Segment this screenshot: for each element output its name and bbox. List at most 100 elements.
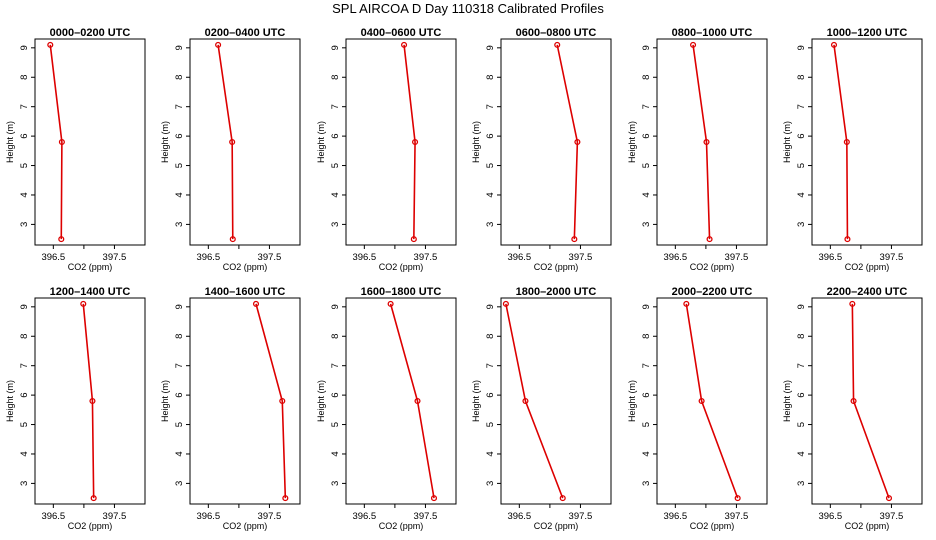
panel-title: 0400–0600 UTC xyxy=(361,27,442,39)
y-tick-label: 5 xyxy=(485,163,496,168)
y-tick-label: 8 xyxy=(796,75,807,80)
data-point xyxy=(58,138,65,146)
y-tick-label: 4 xyxy=(485,451,496,456)
data-point xyxy=(279,397,286,405)
x-tick-label: 396.5 xyxy=(196,252,220,263)
x-tick-label: 396.5 xyxy=(818,252,842,263)
x-axis-label: CO2 (ppm) xyxy=(68,521,113,531)
data-point xyxy=(414,397,421,405)
y-tick-label: 6 xyxy=(330,392,341,397)
y-tick-label: 5 xyxy=(174,163,185,168)
data-point xyxy=(89,397,96,405)
x-axis-label: CO2 (ppm) xyxy=(379,521,424,531)
data-point xyxy=(229,236,236,243)
data-point xyxy=(58,236,65,243)
y-tick-label: 7 xyxy=(174,104,185,109)
y-tick-label: 4 xyxy=(796,451,807,456)
y-tick-label: 6 xyxy=(174,392,185,397)
y-tick-label: 7 xyxy=(641,104,652,109)
profile-line xyxy=(255,303,287,499)
y-tick-label: 9 xyxy=(641,304,652,309)
y-tick-label: 3 xyxy=(796,222,807,227)
y-tick-label: 3 xyxy=(796,481,807,486)
x-tick-label: 397.5 xyxy=(414,252,438,263)
data-point xyxy=(849,300,856,307)
x-tick-label: 396.5 xyxy=(41,511,65,522)
data-point xyxy=(734,495,741,502)
profile-line xyxy=(692,44,711,240)
panel-title: 0600–0800 UTC xyxy=(516,27,597,39)
x-tick-label: 396.5 xyxy=(352,252,376,263)
y-tick-label: 6 xyxy=(485,392,496,397)
data-point xyxy=(430,495,438,502)
data-point xyxy=(706,236,713,243)
panel-title: 2000–2200 UTC xyxy=(672,286,753,298)
x-tick-label: 397.5 xyxy=(880,252,904,263)
y-tick-label: 6 xyxy=(485,133,496,138)
panel-title: 0000–0200 UTC xyxy=(50,27,131,39)
y-tick-label: 3 xyxy=(641,222,652,227)
x-axis-label: CO2 (ppm) xyxy=(68,262,113,272)
panel-title: 1200–1400 UTC xyxy=(50,286,131,298)
plot-frame xyxy=(189,38,301,246)
y-tick-label: 4 xyxy=(174,451,185,456)
x-tick-label: 397.5 xyxy=(103,252,127,263)
x-axis-label: CO2 (ppm) xyxy=(534,521,579,531)
y-tick-label: 5 xyxy=(19,163,30,168)
profile-line xyxy=(82,303,95,499)
y-tick-label: 8 xyxy=(19,334,30,339)
x-tick-label: 396.5 xyxy=(663,511,687,522)
y-axis-label: Height (m) xyxy=(160,380,170,422)
y-tick-label: 4 xyxy=(174,192,185,197)
y-tick-label: 4 xyxy=(19,451,30,456)
y-axis-label: Height (m) xyxy=(316,380,326,422)
y-tick-label: 7 xyxy=(485,363,496,368)
panel-title: 1400–1600 UTC xyxy=(205,286,286,298)
profile-line xyxy=(49,44,63,240)
y-tick-label: 8 xyxy=(330,75,341,80)
y-tick-label: 9 xyxy=(485,304,496,309)
x-tick-label: 396.5 xyxy=(507,252,531,263)
y-axis-label: Height (m) xyxy=(316,121,326,163)
y-tick-label: 3 xyxy=(174,481,185,486)
y-tick-label: 4 xyxy=(796,192,807,197)
x-axis-label: CO2 (ppm) xyxy=(534,262,579,272)
y-axis-label: Height (m) xyxy=(471,380,481,422)
x-tick-label: 397.5 xyxy=(258,252,282,263)
plot-frame xyxy=(189,297,301,505)
y-tick-label: 5 xyxy=(174,422,185,427)
y-tick-label: 5 xyxy=(330,163,341,168)
plot-frame xyxy=(34,297,146,505)
y-tick-label: 7 xyxy=(485,104,496,109)
x-tick-label: 397.5 xyxy=(103,511,127,522)
y-axis-label: Height (m) xyxy=(5,121,15,163)
data-point xyxy=(412,138,419,146)
y-tick-label: 7 xyxy=(330,104,341,109)
profile-line xyxy=(389,303,435,499)
profile-line xyxy=(833,44,849,240)
data-point xyxy=(47,41,54,48)
plot-frame xyxy=(656,297,768,505)
x-tick-label: 397.5 xyxy=(569,511,593,522)
data-point xyxy=(401,41,408,48)
data-point xyxy=(698,397,705,405)
data-point xyxy=(387,300,394,307)
plot-frame xyxy=(34,38,146,246)
y-tick-label: 3 xyxy=(330,481,341,486)
y-tick-label: 9 xyxy=(796,45,807,50)
y-tick-label: 3 xyxy=(19,481,30,486)
panel-title: 1600–1800 UTC xyxy=(361,286,442,298)
x-tick-label: 396.5 xyxy=(352,511,376,522)
data-point xyxy=(885,495,893,502)
y-tick-label: 5 xyxy=(485,422,496,427)
y-tick-label: 5 xyxy=(330,422,341,427)
data-point xyxy=(282,495,289,502)
data-point xyxy=(522,397,529,405)
data-point xyxy=(683,300,690,307)
plot-frame xyxy=(345,297,457,505)
y-tick-label: 3 xyxy=(485,481,496,486)
